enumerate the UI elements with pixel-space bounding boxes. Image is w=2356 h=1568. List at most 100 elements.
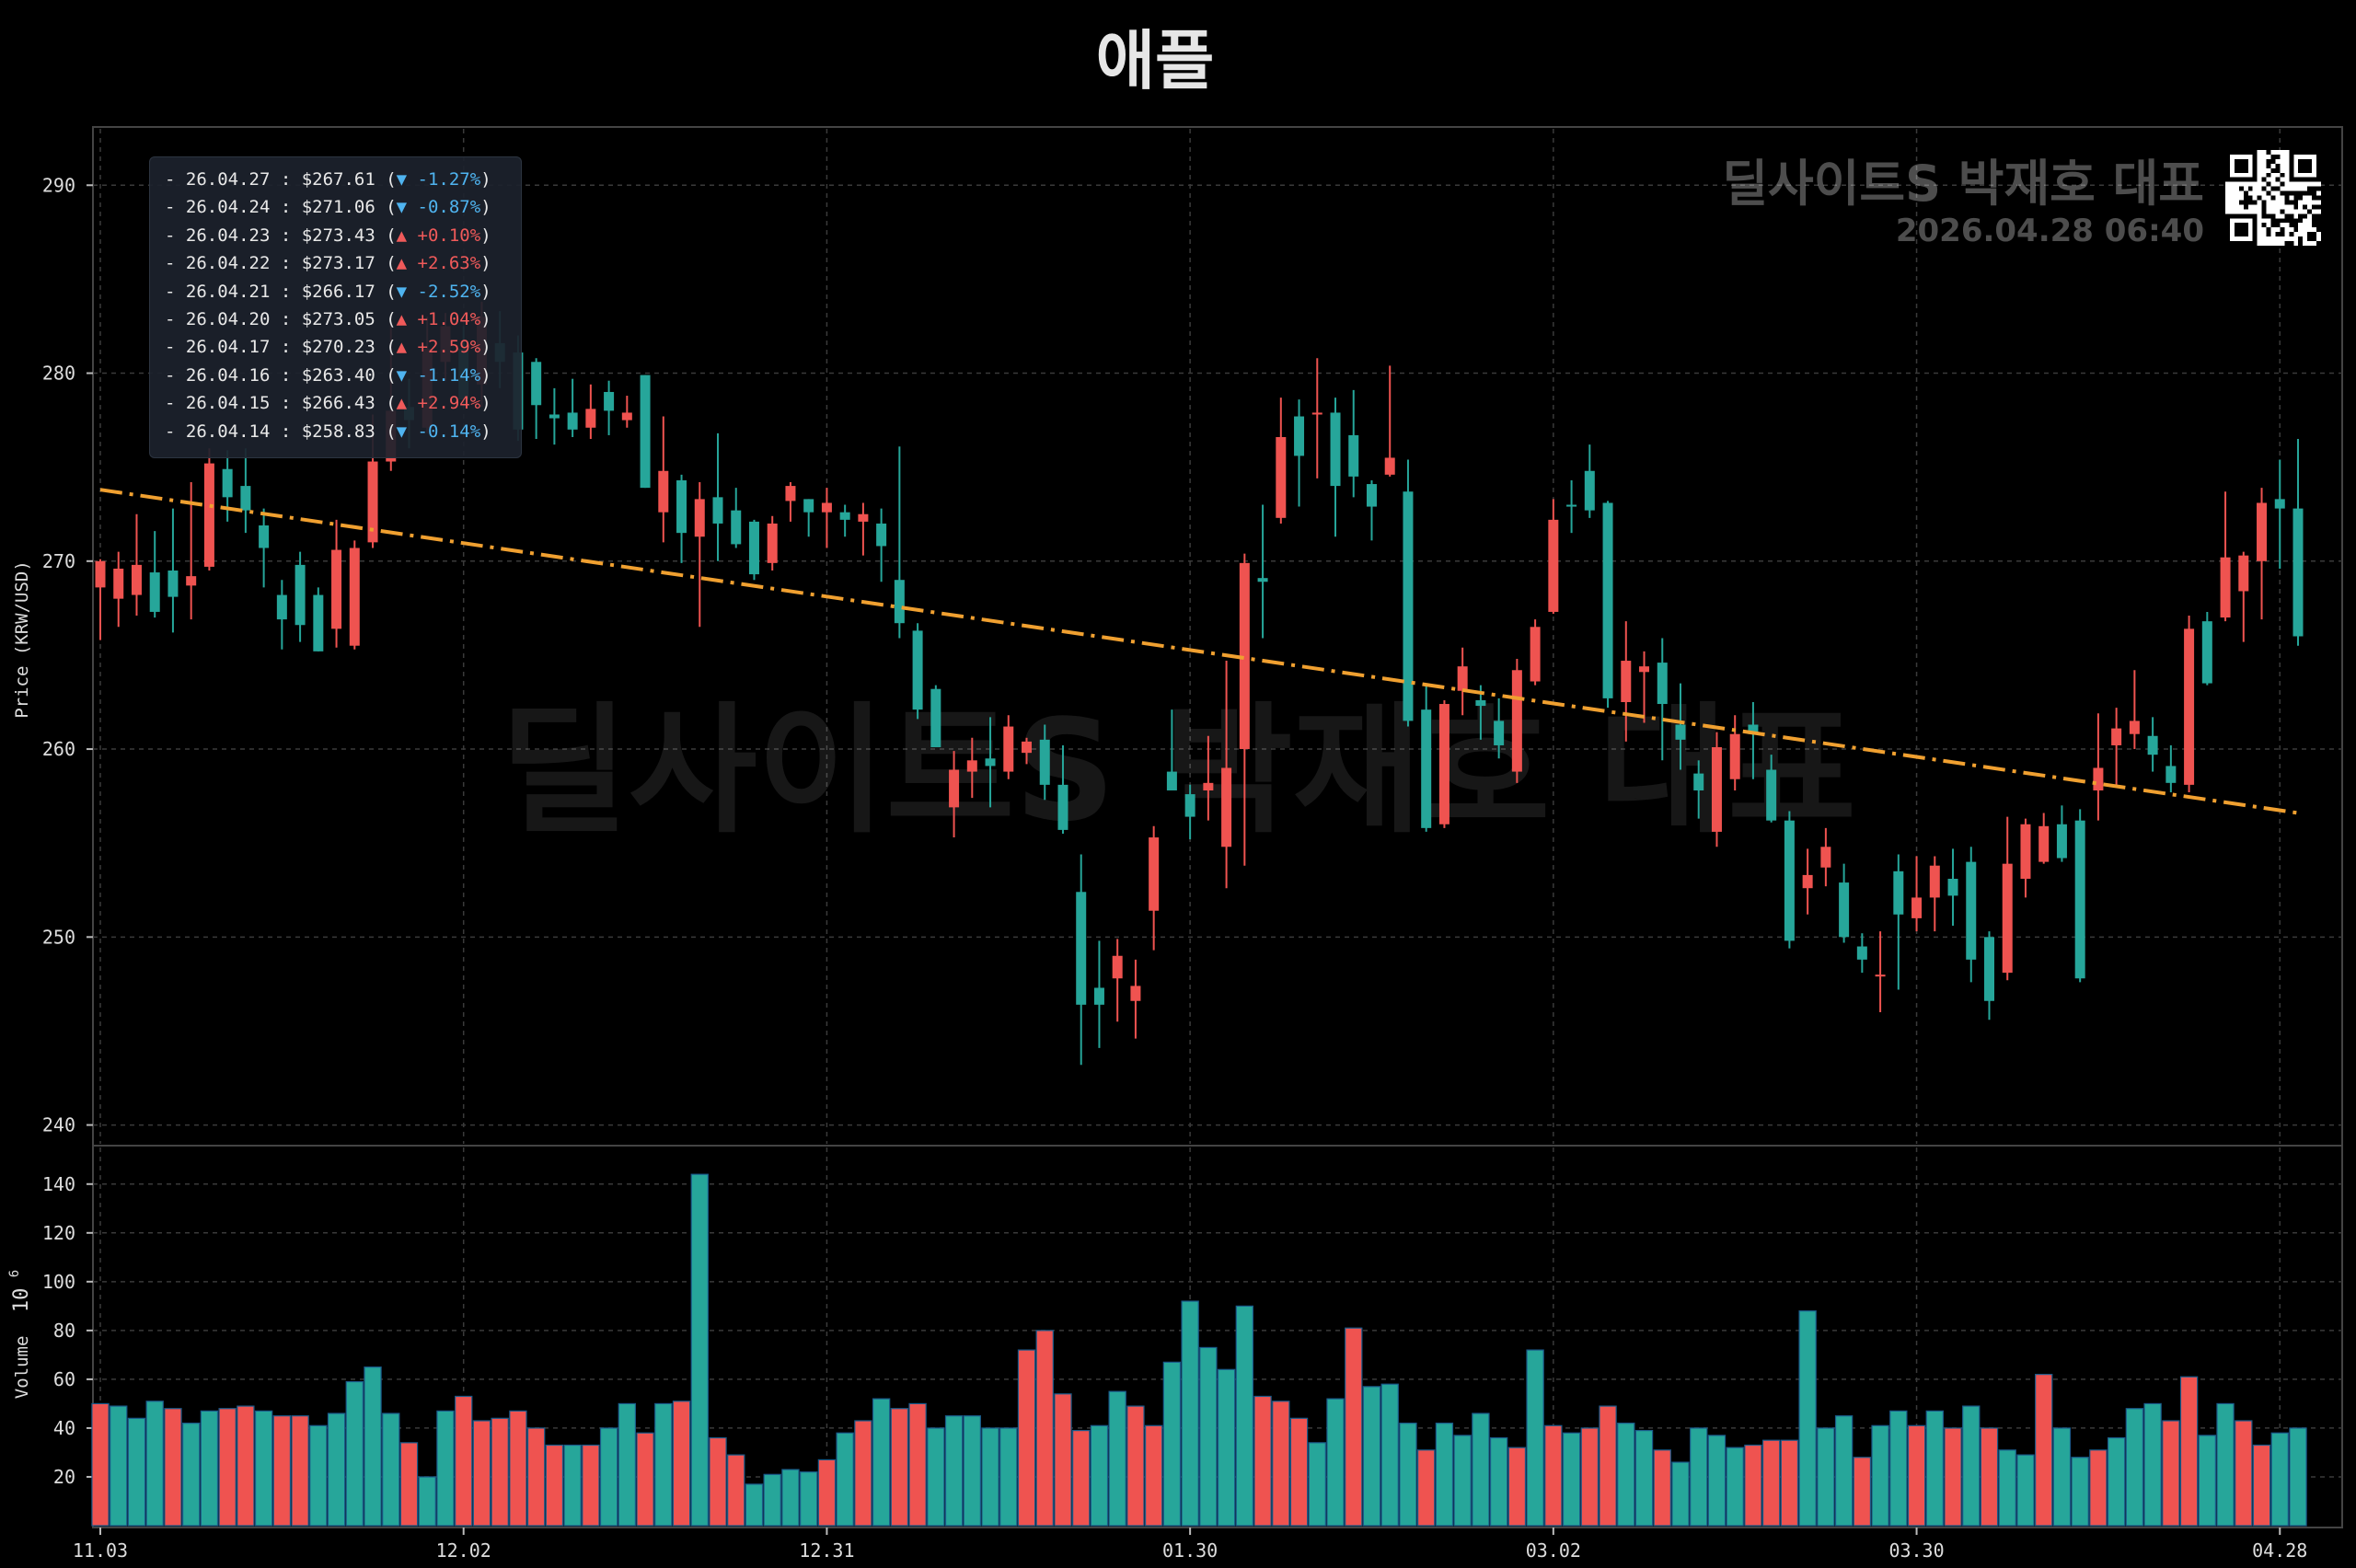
volume-bar	[509, 1410, 527, 1527]
volume-bar	[908, 1402, 927, 1527]
qr-module	[2247, 186, 2253, 191]
candle-body	[1403, 491, 1414, 721]
qr-module	[2303, 190, 2308, 196]
candle-body	[367, 461, 378, 543]
qr-module	[2275, 218, 2281, 224]
candle-body	[2201, 621, 2212, 684]
candle-body	[1729, 733, 1740, 779]
candle-body	[1911, 897, 1923, 918]
candle-body	[203, 463, 214, 567]
legend-change: ▲ +1.04%	[396, 308, 481, 329]
qr-module	[2289, 190, 2294, 196]
volume-bar	[836, 1432, 854, 1527]
qr-module	[2316, 218, 2321, 224]
qr-module	[2298, 213, 2304, 219]
candle-body	[1003, 726, 1014, 772]
qr-module	[2298, 195, 2304, 201]
volume-bar	[981, 1427, 999, 1527]
legend-row: - 26.04.17 : $270.23 (▲ +2.59%)	[165, 333, 521, 361]
qr-module	[2307, 232, 2313, 237]
qr-code-icon	[2225, 150, 2321, 246]
price-tick-label: 250	[42, 926, 75, 948]
candle-body	[2274, 499, 2285, 509]
volume-bar	[1072, 1429, 1091, 1527]
candle-body	[349, 548, 360, 646]
volume-bar	[237, 1405, 255, 1527]
legend-price: - 26.04.15 : $266.43 (	[165, 393, 397, 414]
qr-module	[2293, 190, 2299, 196]
price-y-axis: 240 250 260 270 280 290	[42, 174, 93, 1136]
candle-body	[1530, 627, 1541, 682]
qr-module	[2275, 223, 2281, 228]
volume-bar	[1580, 1427, 1599, 1527]
candle-body	[2238, 555, 2249, 592]
qr-module	[2312, 195, 2317, 201]
qr-module	[2293, 223, 2299, 228]
legend-paren: )	[480, 281, 491, 302]
volume-bar	[200, 1410, 219, 1527]
volume-bar	[1090, 1424, 1109, 1527]
volume-bar	[927, 1427, 945, 1527]
volume-bar	[1653, 1449, 1671, 1527]
candle-body	[2129, 721, 2140, 734]
legend-row: - 26.04.27 : $267.61 (▼ -1.27%)	[165, 166, 521, 193]
qr-module	[2284, 218, 2290, 224]
volume-bar	[690, 1173, 709, 1527]
volume-tick-label: 60	[53, 1368, 75, 1390]
qr-module	[2316, 213, 2321, 219]
candle-body	[2147, 735, 2158, 755]
candle-body	[131, 564, 142, 595]
candle-body	[694, 499, 705, 537]
volume-unit-base: 10	[10, 1288, 33, 1313]
volume-bar	[1889, 1410, 1908, 1527]
candle-body	[949, 769, 960, 808]
volume-bar	[164, 1408, 182, 1527]
legend-row: - 26.04.22 : $273.17 (▲ +2.63%)	[165, 249, 521, 277]
volume-bar	[145, 1401, 164, 1527]
candle-body	[1929, 865, 1940, 898]
legend-change: ▼ -0.87%	[396, 197, 481, 218]
candle-body	[2111, 728, 2122, 745]
qr-module	[2261, 177, 2267, 182]
volume-bar	[1562, 1432, 1581, 1527]
x-tick-label: 12.31	[799, 1539, 854, 1562]
volume-bar	[582, 1444, 600, 1527]
qr-module	[2261, 213, 2267, 219]
x-tick-label: 11.03	[73, 1539, 128, 1562]
qr-module	[2247, 200, 2253, 205]
volume-bar	[1144, 1424, 1163, 1527]
volume-bar	[1998, 1449, 2016, 1527]
volume-tick-label: 100	[42, 1271, 75, 1293]
price-y-label: Price (KRW/USD)	[12, 560, 32, 719]
legend-row: - 26.04.15 : $266.43 (▲ +2.94%)	[165, 389, 521, 417]
volume-bar	[1181, 1300, 1199, 1527]
volume-bar	[291, 1415, 309, 1527]
volume-bar	[1690, 1427, 1708, 1527]
qr-module	[2266, 181, 2271, 187]
volume-bar	[1453, 1435, 1472, 1527]
candle-body	[1584, 470, 1595, 511]
candle-body	[767, 523, 778, 563]
volume-bar	[1435, 1423, 1454, 1527]
qr-module	[2238, 186, 2244, 191]
candle-body	[331, 549, 342, 629]
candlestick-series	[95, 301, 2304, 1066]
candle-body	[876, 523, 887, 547]
volume-bar	[526, 1427, 546, 1527]
qr-module	[2261, 186, 2267, 191]
candle-body	[894, 580, 905, 624]
candle-body	[1130, 986, 1141, 1001]
volume-bar	[399, 1442, 419, 1527]
qr-module	[2284, 195, 2290, 201]
qr-module	[2275, 163, 2281, 168]
legend-change: ▼ -2.52%	[396, 281, 481, 302]
qr-module	[2266, 227, 2271, 233]
trend-line	[99, 488, 2299, 815]
volume-bar	[1780, 1439, 1799, 1527]
qr-module	[2261, 223, 2267, 228]
candle-body	[1421, 709, 1432, 828]
candle-body	[294, 564, 306, 626]
volume-bar	[872, 1398, 891, 1527]
qr-module	[2275, 177, 2281, 182]
